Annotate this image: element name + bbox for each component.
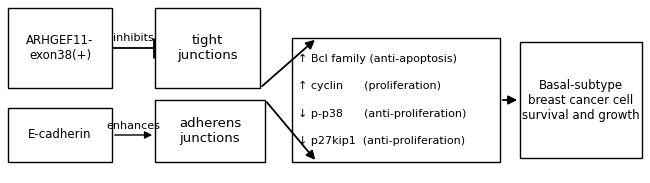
Bar xyxy=(520,42,642,158)
Text: ↑ cyclin      (proliferation): ↑ cyclin (proliferation) xyxy=(298,81,441,91)
Bar xyxy=(155,8,260,88)
Text: adherens
junctions: adherens junctions xyxy=(179,117,241,145)
Text: tight
junctions: tight junctions xyxy=(177,34,238,62)
Bar xyxy=(292,38,500,162)
Bar xyxy=(8,108,112,162)
Text: E-cadherin: E-cadherin xyxy=(28,128,92,141)
Text: ARHGEF11-
exon38(+): ARHGEF11- exon38(+) xyxy=(26,34,94,62)
Text: enhances: enhances xyxy=(107,121,161,131)
Text: ↓ p-p38      (anti-proliferation): ↓ p-p38 (anti-proliferation) xyxy=(298,109,467,119)
Text: ↑ Bcl family (anti-apoptosis): ↑ Bcl family (anti-apoptosis) xyxy=(298,54,457,64)
Text: Basal-subtype
breast cancer cell
survival and growth: Basal-subtype breast cancer cell surviva… xyxy=(522,79,640,122)
Bar xyxy=(155,100,265,162)
Text: ↓ p27kip1  (anti-proliferation): ↓ p27kip1 (anti-proliferation) xyxy=(298,136,465,146)
Bar xyxy=(8,8,112,88)
Text: inhibits: inhibits xyxy=(112,33,153,43)
